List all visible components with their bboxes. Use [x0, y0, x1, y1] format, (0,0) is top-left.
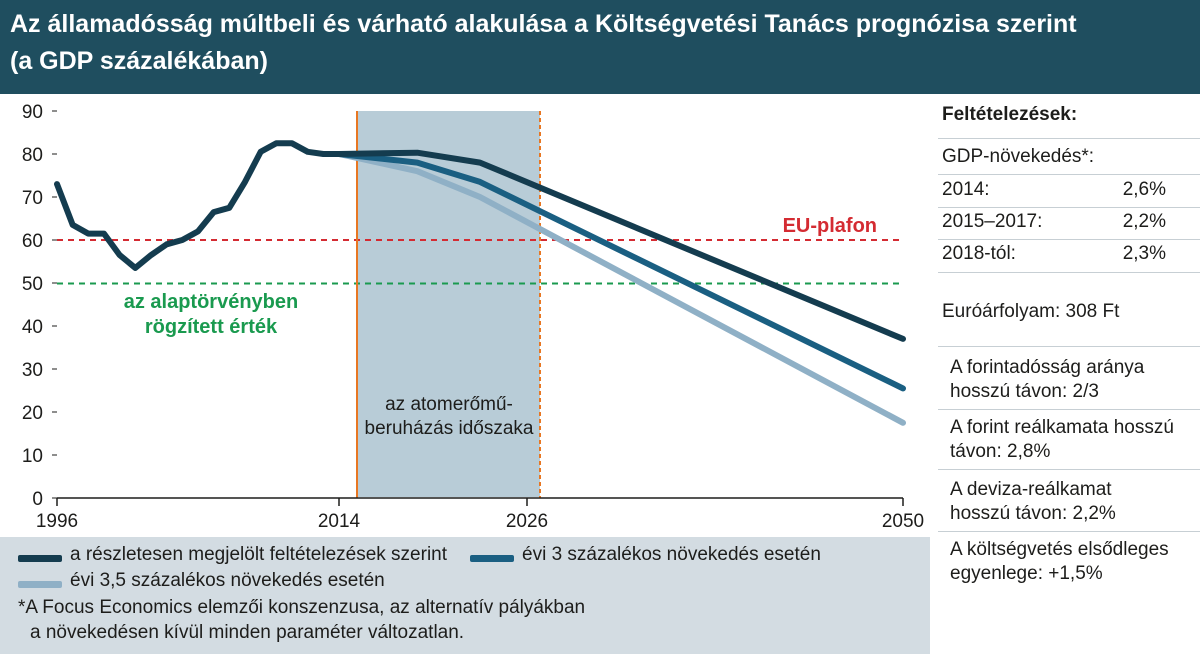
period-label-1: az atomerőmű-	[385, 394, 513, 415]
series-line	[336, 149, 906, 342]
legend-label-35pct: évi 3,5 százalékos növekedés esetén	[70, 570, 385, 591]
forint-share-line-2: hosszú távon: 2/3	[950, 381, 1099, 402]
primary-balance-line-2: egyenlege: +1,5%	[950, 563, 1103, 584]
series-line	[336, 151, 906, 392]
chart-subtitle: (a GDP százalékában)	[10, 47, 268, 75]
legend-swatch-detailed	[18, 555, 62, 562]
divider	[938, 409, 1200, 410]
debt-chart: 0 10 20 30 40 50 60 70 80 90 1996 2014 2026 2050 EU-p…	[22, 102, 924, 532]
fx-rate-line-2: hosszú távon: 2,2%	[950, 503, 1116, 524]
gdp-row-value: 2,3%	[1122, 243, 1166, 264]
y-tick-label: 80	[22, 145, 43, 166]
divider	[938, 138, 1200, 139]
x-tick-label: 1996	[36, 511, 78, 532]
chart-area: 0 10 20 30 40 50 60 70 80 90 1996 2014 2026 2050 EU-p…	[0, 94, 930, 537]
x-tick-label: 2050	[882, 511, 924, 532]
divider	[938, 207, 1200, 208]
legend-label-detailed: a részletesen megjelölt feltételezések s…	[70, 544, 448, 565]
constitution-limit-label-2: rögzített érték	[145, 316, 278, 338]
constitution-limit-label-1: az alaptörvényben	[124, 291, 299, 313]
y-tick-label: 60	[22, 231, 43, 252]
divider	[938, 174, 1200, 175]
gdp-row-label: 2014:	[942, 179, 990, 200]
gdp-row-value: 2,6%	[1122, 179, 1166, 200]
y-tick-label: 50	[22, 274, 43, 295]
fx-rate-line-1: A deviza-reálkamat	[950, 479, 1112, 500]
y-tick-label: 90	[22, 102, 43, 123]
divider	[938, 469, 1200, 470]
atom-period-shade	[357, 111, 540, 497]
footnote-line-2: a növekedésen kívül minden paraméter vál…	[30, 622, 465, 643]
divider	[938, 272, 1200, 273]
y-tick-label: 20	[22, 403, 43, 424]
footnote-line-1: *A Focus Economics elemzői konszenzusa, …	[18, 597, 586, 618]
chart-title: Az államadósság múltbeli és várható alak…	[10, 10, 1077, 38]
gdp-row-label: 2018-tól:	[942, 243, 1016, 264]
gdp-growth-heading: GDP-növekedés*:	[942, 146, 1095, 167]
gdp-row-label: 2015–2017:	[942, 211, 1043, 232]
x-tick-label: 2026	[506, 511, 548, 532]
x-tick-label: 2014	[318, 511, 361, 532]
divider	[938, 346, 1200, 347]
period-label-2: beruházás időszaka	[365, 418, 534, 439]
assumptions-panel: Feltételezések: GDP-növekedés*: 2014: 2,…	[930, 94, 1200, 654]
divider	[938, 531, 1200, 532]
legend: a részletesen megjelölt feltételezések s…	[0, 537, 930, 654]
y-tick-label: 40	[22, 317, 43, 338]
historical-line	[54, 140, 342, 271]
legend-swatch-3pct	[470, 555, 514, 562]
series-line	[336, 151, 906, 426]
gdp-row-value: 2,2%	[1122, 211, 1166, 232]
legend-label-3pct: évi 3 százalékos növekedés esetén	[522, 544, 821, 565]
primary-balance-line-1: A költségvetés elsődleges	[950, 539, 1169, 560]
y-tick-label: 30	[22, 360, 43, 381]
forint-rate-line-2: távon: 2,8%	[950, 441, 1051, 462]
y-tick-label: 0	[32, 489, 43, 510]
legend-swatch-35pct	[18, 581, 62, 588]
exchange-rate: Euróárfolyam: 308 Ft	[942, 301, 1120, 322]
title-banner: Az államadósság múltbeli és várható alak…	[0, 0, 1200, 94]
forint-rate-line-1: A forint reálkamata hosszú	[950, 417, 1174, 438]
divider	[938, 239, 1200, 240]
y-tick-label: 70	[22, 188, 43, 209]
forint-share-line-1: A forintadósság aránya	[950, 357, 1145, 378]
assumptions-heading: Feltételezések:	[942, 104, 1078, 125]
y-tick-label: 10	[22, 446, 43, 467]
eu-limit-label: EU-plafon	[783, 215, 877, 237]
